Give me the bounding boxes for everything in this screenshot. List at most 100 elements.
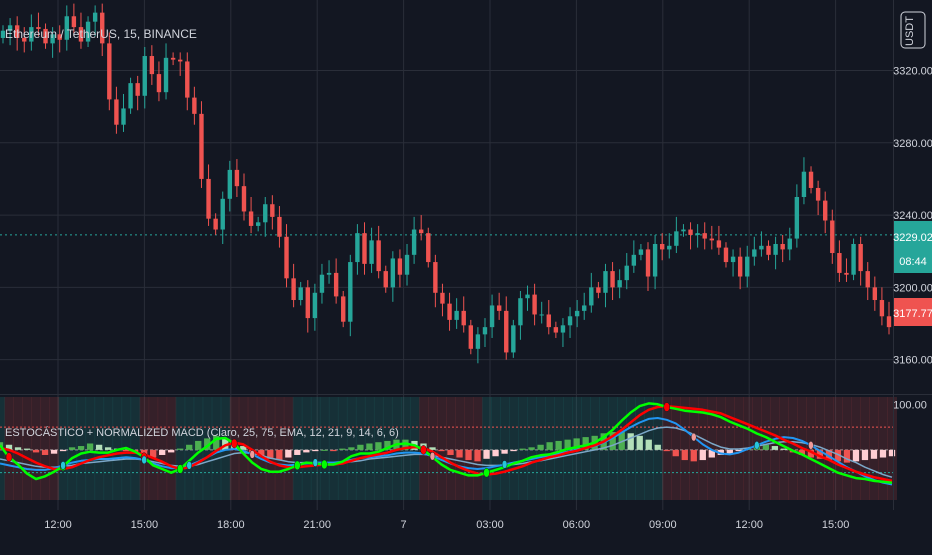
candle-body — [546, 314, 551, 328]
currency-badge[interactable]: USDT — [900, 11, 926, 49]
histogram-bar — [645, 439, 652, 450]
candle-body — [440, 292, 445, 304]
osc-zone — [247, 397, 258, 500]
osc-zone — [166, 397, 177, 500]
candle-body — [865, 271, 870, 288]
candle-body — [879, 300, 885, 317]
osc-zone — [473, 397, 483, 500]
candle-body — [610, 271, 615, 288]
candle-body — [369, 240, 374, 264]
candle-body — [624, 265, 629, 281]
osc-zone — [815, 397, 825, 500]
stoch-cross-dot — [176, 464, 184, 474]
stoch-d-line — [0, 404, 893, 483]
histogram-bar — [14, 447, 22, 450]
x-tick-label: 06:00 — [563, 519, 591, 531]
candle-body — [766, 245, 771, 255]
candle-body — [128, 83, 133, 109]
candle-body — [263, 204, 268, 223]
stoch-cross-dot — [420, 445, 427, 455]
x-tick-label: 12:00 — [44, 519, 72, 531]
candle-body — [645, 249, 651, 277]
osc-zone — [139, 397, 150, 500]
histogram-bar — [672, 449, 679, 457]
candle-body — [383, 271, 388, 288]
stoch-cross-dot — [231, 438, 238, 449]
candle-body — [50, 34, 55, 44]
osc-zone — [175, 397, 186, 500]
candle-body — [100, 12, 105, 44]
histogram-bar — [177, 448, 184, 450]
candle-body — [461, 310, 466, 326]
candle-body — [553, 327, 559, 333]
histogram-bar — [366, 443, 373, 450]
candle-body — [631, 254, 637, 266]
osc-zone — [130, 397, 141, 500]
stoch-cross-dot — [321, 459, 328, 470]
candle-body — [652, 243, 658, 277]
candle-body — [92, 12, 98, 22]
y-tick-label: 3240.00 — [893, 210, 932, 222]
histogram-bar — [384, 440, 391, 450]
x-tick-label: 7 — [401, 519, 407, 531]
candle-body — [695, 233, 700, 235]
histogram-bar — [68, 447, 76, 450]
x-tick-label: 18:00 — [217, 519, 245, 531]
stoch-k-line — [0, 402, 893, 484]
candle-body — [291, 278, 296, 301]
candle-body — [341, 296, 346, 322]
candle-body — [220, 198, 225, 230]
histogram-bar — [519, 448, 526, 450]
macd-cross-dot — [186, 461, 192, 470]
candle-body — [121, 108, 126, 125]
candle-body — [312, 292, 318, 319]
current-price-label: 3229.02 08:44 — [893, 221, 932, 273]
candle-body — [659, 243, 665, 250]
candle-body — [589, 287, 594, 306]
candle-body — [830, 220, 835, 254]
histogram-bar — [330, 449, 337, 452]
candle-body — [567, 316, 573, 326]
osc-zone — [662, 397, 672, 500]
osc-zone — [680, 397, 690, 500]
osc-zone — [491, 397, 501, 500]
histogram-bar — [771, 446, 779, 450]
histogram-bar — [159, 449, 166, 455]
candle-body — [617, 280, 622, 288]
osc-zone — [878, 397, 888, 500]
histogram-bar — [573, 438, 580, 450]
osc-zone — [869, 397, 879, 500]
candle-body — [709, 238, 714, 241]
osc-zone — [328, 397, 339, 500]
histogram-bar — [690, 449, 697, 462]
histogram-bar — [636, 435, 643, 450]
histogram-bar — [312, 449, 319, 452]
histogram-bar — [168, 449, 175, 453]
osc-zone — [833, 397, 843, 500]
candle-body — [560, 325, 566, 333]
candle-body — [801, 171, 807, 197]
candle-body — [418, 229, 424, 234]
osc-zone — [464, 397, 474, 500]
candle-body — [730, 256, 736, 263]
candle-body — [170, 57, 176, 60]
osc-zone — [779, 397, 789, 500]
candle-body — [759, 245, 764, 250]
candle-body — [603, 271, 608, 293]
histogram-bar — [735, 449, 742, 452]
candle-body — [284, 236, 289, 279]
histogram-bar — [429, 447, 436, 450]
osc-zone — [788, 397, 798, 500]
histogram-bar — [807, 449, 815, 458]
histogram-bar — [762, 444, 770, 450]
histogram-bar — [555, 440, 562, 450]
candle-body — [248, 211, 254, 226]
osc-zone — [256, 397, 267, 500]
candle-body — [511, 325, 516, 353]
osc-zone — [887, 397, 898, 500]
candle-body — [319, 274, 325, 293]
y-tick-label: 3160.00 — [893, 355, 932, 367]
histogram-bar — [348, 447, 355, 450]
